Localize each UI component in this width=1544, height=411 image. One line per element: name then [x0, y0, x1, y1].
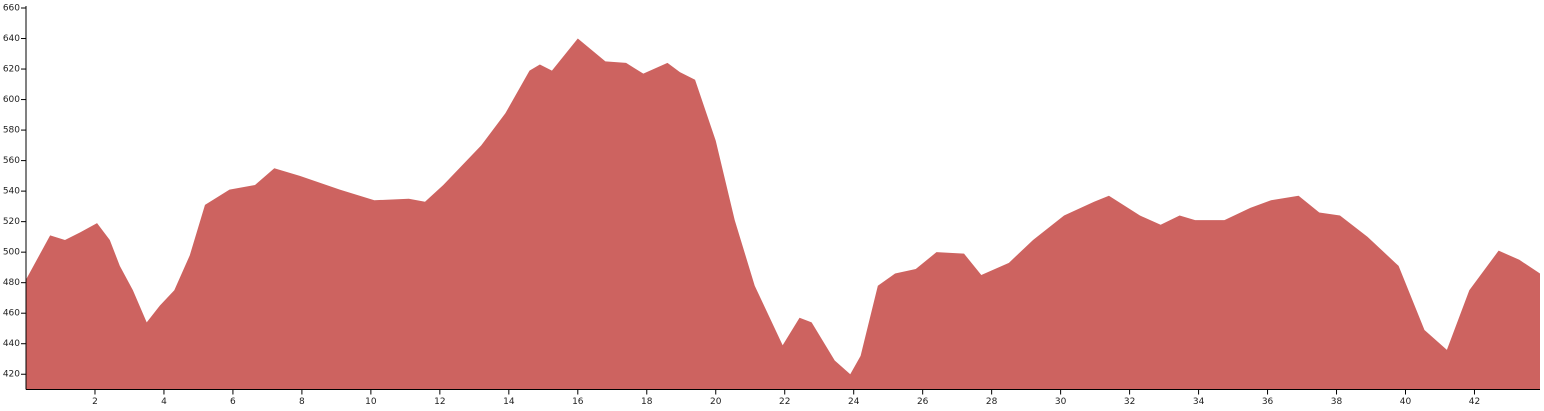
x-tick-label: 8 [299, 397, 305, 407]
y-tick-label: 440 [3, 339, 20, 349]
x-tick-label: 12 [434, 397, 445, 407]
x-tick-label: 6 [230, 397, 236, 407]
x-tick-label: 20 [710, 397, 722, 407]
y-tick-label: 420 [3, 370, 20, 380]
elevation-area [26, 38, 1540, 390]
x-tick-label: 36 [1262, 397, 1274, 407]
y-tick-label: 560 [3, 156, 20, 166]
x-tick-label: 10 [365, 397, 377, 407]
x-tick-label: 30 [1055, 397, 1067, 407]
x-tick-label: 18 [641, 397, 653, 407]
y-tick-label: 460 [3, 309, 20, 319]
y-tick-label: 640 [3, 34, 20, 44]
x-tick-label: 14 [503, 397, 515, 407]
y-tick-label: 540 [3, 187, 20, 197]
x-tick-label: 42 [1469, 397, 1480, 407]
x-tick-label: 4 [161, 397, 167, 407]
x-tick-label: 32 [1124, 397, 1135, 407]
x-tick-label: 40 [1400, 397, 1412, 407]
x-tick-label: 16 [572, 397, 584, 407]
y-tick-label: 600 [3, 95, 20, 105]
y-tick-label: 500 [3, 248, 20, 258]
x-tick-label: 34 [1193, 397, 1205, 407]
x-tick-label: 22 [779, 397, 790, 407]
x-tick-label: 28 [986, 397, 998, 407]
y-tick-label: 620 [3, 65, 20, 75]
y-tick-label: 520 [3, 217, 20, 227]
x-tick-label: 2 [92, 397, 98, 407]
x-tick-label: 24 [848, 397, 860, 407]
y-tick-label: 660 [3, 4, 20, 14]
y-tick-label: 480 [3, 278, 20, 288]
x-tick-label: 26 [917, 397, 929, 407]
y-tick-label: 580 [3, 126, 20, 136]
x-tick-label: 38 [1331, 397, 1343, 407]
